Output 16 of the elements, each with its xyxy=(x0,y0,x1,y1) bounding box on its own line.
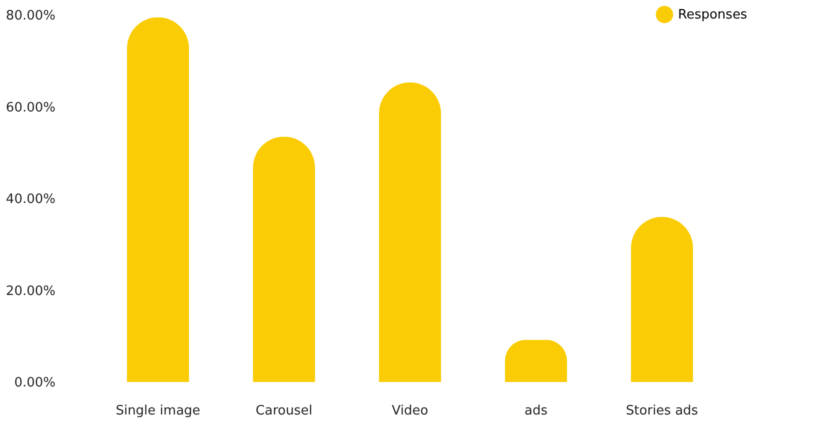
y-tick-label: 60.00% xyxy=(6,100,56,116)
y-tick-label: 0.00% xyxy=(14,376,56,390)
x-tick-label: ads xyxy=(524,404,548,418)
x-tick-label: Carousel xyxy=(256,404,312,418)
bar xyxy=(505,340,567,382)
legend-label: Responses xyxy=(678,8,748,22)
bar xyxy=(631,216,693,382)
bar xyxy=(253,136,315,382)
x-tick-label: Video xyxy=(392,404,428,418)
x-tick-label: Stories ads xyxy=(626,404,698,418)
y-tick-label: 20.00% xyxy=(6,284,56,299)
y-tick-label: 40.00% xyxy=(6,192,56,207)
x-tick-label: Single image xyxy=(116,404,200,418)
bar xyxy=(127,17,189,382)
y-tick-label: 80.00% xyxy=(6,8,56,24)
bar xyxy=(379,82,441,382)
